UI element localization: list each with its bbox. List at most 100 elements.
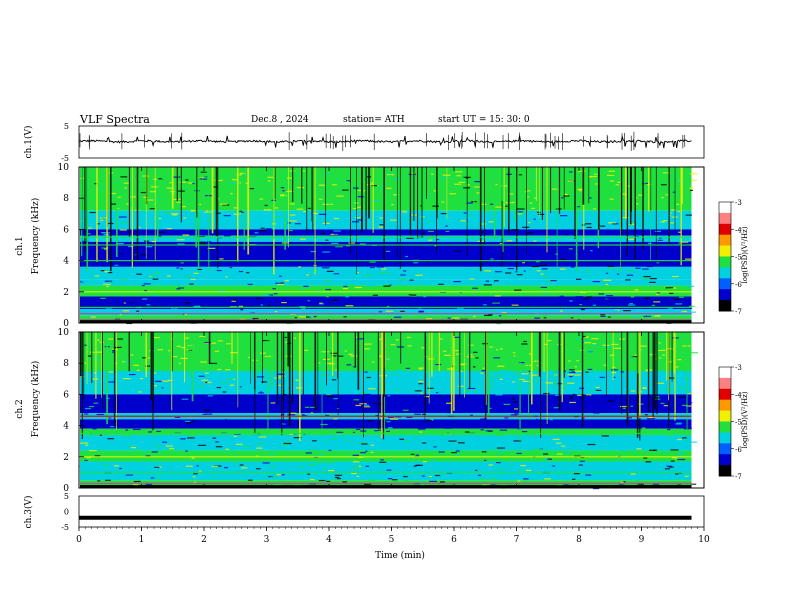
ch2-spectrogram-speckle <box>570 396 573 397</box>
ch1-spectrogram-speckle <box>179 271 186 272</box>
ch2-spectrogram-speckle <box>357 424 362 425</box>
ch2-spectrogram-speckle <box>441 422 445 423</box>
ch1-spectrogram-speckle <box>248 284 253 285</box>
ch1-spectrogram-speckle <box>386 311 394 312</box>
ch1-spectrogram-speckle <box>197 269 201 270</box>
ch1-spectrogram-speckle <box>470 278 475 279</box>
ch1-spectrogram-speckle <box>485 274 492 275</box>
ch1-spectrogram-speckle <box>122 310 129 311</box>
ch2-spectrogram-speckle <box>196 465 199 466</box>
ch2-spectrogram-speckle <box>645 414 648 415</box>
ch1-spectrogram-speckle <box>158 232 165 233</box>
ch1-spectrogram-speckle <box>578 171 583 172</box>
ch2-spectrogram-speckle <box>456 454 460 455</box>
ch1-spectrogram-speckle <box>685 259 693 260</box>
ch1-spectrogram-speckle <box>622 265 625 266</box>
ch1-spectrogram-speckle <box>642 268 649 269</box>
ch1-spectrogram-speckle <box>648 243 651 244</box>
ch1-spectrogram-speckle <box>310 274 313 275</box>
ch2-spectrogram-speckle <box>157 478 160 479</box>
ch2-spectrogram-speckle <box>242 337 249 338</box>
ch2-spectrogram-speckle <box>126 475 133 476</box>
ch1-spectrogram-speckle <box>317 246 324 247</box>
ch2-spectrogram-speckle <box>80 442 88 443</box>
ch2-spectrogram-speckle <box>543 449 551 450</box>
ch2-spectrogram-speckle <box>418 428 426 429</box>
ch1-spectrogram-speckle <box>171 274 177 275</box>
ch2-spectrogram-speckle <box>285 337 287 338</box>
ch1-spectrogram-speckle <box>550 280 556 281</box>
ch1-spectrogram-speckle <box>82 281 85 282</box>
ch2-spectrogram-speckle <box>351 362 353 363</box>
colorbar-ch2: -3-4-5-6-7 <box>719 364 742 481</box>
ch1-spectrogram-speckle <box>505 272 511 273</box>
ch1-spectrogram-speckle <box>267 177 273 178</box>
ch2-spectrogram-speckle <box>368 420 374 421</box>
ch2-spectrogram-speckle <box>277 419 280 420</box>
ch2-spectrogram-speckle <box>193 476 196 477</box>
ch1-spectrogram-speckle <box>100 298 105 299</box>
ch1-spectrogram-speckle <box>345 305 353 306</box>
ch1-spectrogram-speckle <box>183 217 186 218</box>
ch2-spectrogram-speckle <box>495 394 502 395</box>
ch1-spectrogram-speckle <box>281 187 285 188</box>
ch2-spectrogram-speckle <box>514 408 518 409</box>
ch1-spectrogram-speckle <box>303 211 306 212</box>
ch1-spectrogram-speckle <box>679 297 684 298</box>
ch2-spectrogram-speckle <box>422 442 426 443</box>
ch1-spectrogram-speckle <box>302 263 309 264</box>
ch1-spectrogram-speckle <box>519 212 526 213</box>
ch2-spectrogram-speckle <box>307 396 310 397</box>
ch2-spectrogram-speckle <box>205 382 207 383</box>
ch1-spectrogram-speckle <box>103 284 110 285</box>
ch1-spectrogram-speckle <box>665 287 673 288</box>
ch1-spectrogram-speckle <box>124 302 126 303</box>
colorbar-ch2-swatch <box>719 378 731 389</box>
ch1-spectrogram-speckle <box>106 286 109 287</box>
ch1-spectrogram-speckle <box>385 263 389 264</box>
ch1-spectrogram-speckle <box>495 184 497 185</box>
ch2-spectrogram-speckle <box>400 462 403 463</box>
ch2-spectrogram-speckle <box>482 451 487 452</box>
ch1-spectrogram-speckle <box>348 285 354 286</box>
ch1-spectrogram-speckle <box>239 271 243 272</box>
ch2-spectrogram-speckle <box>588 369 592 370</box>
ch2-spectrogram-speckle <box>605 411 613 412</box>
ch2-spectrogram-speckle <box>414 414 421 415</box>
ch1-spectrogram-speckle <box>182 250 186 251</box>
ch2-spectrogram-speckle <box>643 365 646 366</box>
ch2-spectrogram-speckle <box>552 465 555 466</box>
colorbar-ch1-swatch <box>719 202 731 213</box>
ch2-spectrogram-speckle <box>248 480 253 481</box>
ch1-spectrogram-speckle <box>391 309 394 310</box>
ch1-spectrogram-speckle <box>275 283 281 284</box>
ch2-spectrogram-speckle <box>157 349 163 350</box>
ch2-spectrogram-speckle <box>500 430 507 431</box>
ch1-spectrogram-speckle <box>564 194 566 195</box>
ch1-spectrogram-speckle <box>264 209 272 210</box>
ch2-spectrogram-speckle <box>198 422 201 423</box>
ch1-spectrogram-speckle <box>654 315 659 316</box>
ch1-spectrogram-speckle <box>172 214 177 215</box>
ch2-spectrogram-speckle <box>478 475 481 476</box>
ch2-spectrogram-speckle <box>178 440 180 441</box>
ch1-spectrogram-speckle <box>279 276 282 277</box>
ch1-spectrogram-speckle <box>333 230 340 231</box>
ch2-spectrogram-speckle <box>684 428 689 429</box>
ch2-spectrogram-speckle <box>283 446 291 447</box>
ch2-spectrogram-speckle <box>138 449 140 450</box>
ch1-spectrogram-speckle <box>264 250 270 251</box>
ch2-spectrogram-speckle <box>690 442 697 443</box>
ch2-spectrogram-speckle <box>497 468 502 469</box>
ch1-spectrogram-speckle <box>603 280 611 281</box>
ch2-spectrogram-speckle <box>512 381 515 382</box>
ch1-spectrogram-band-region <box>80 309 692 315</box>
ch1-spectrogram-speckle <box>508 268 514 269</box>
ch1-spectrogram-speckle <box>634 289 638 290</box>
ch1-spectrogram-speckle <box>260 190 262 191</box>
ch2-spectrogram-speckle <box>123 435 130 436</box>
ch1-spectrogram-speckle <box>446 231 450 232</box>
ch2-spectrogram-ytick-label: 2 <box>63 453 69 463</box>
ch1-spectrogram-speckle <box>654 263 662 264</box>
ch2-spectrogram-speckle <box>152 451 158 452</box>
